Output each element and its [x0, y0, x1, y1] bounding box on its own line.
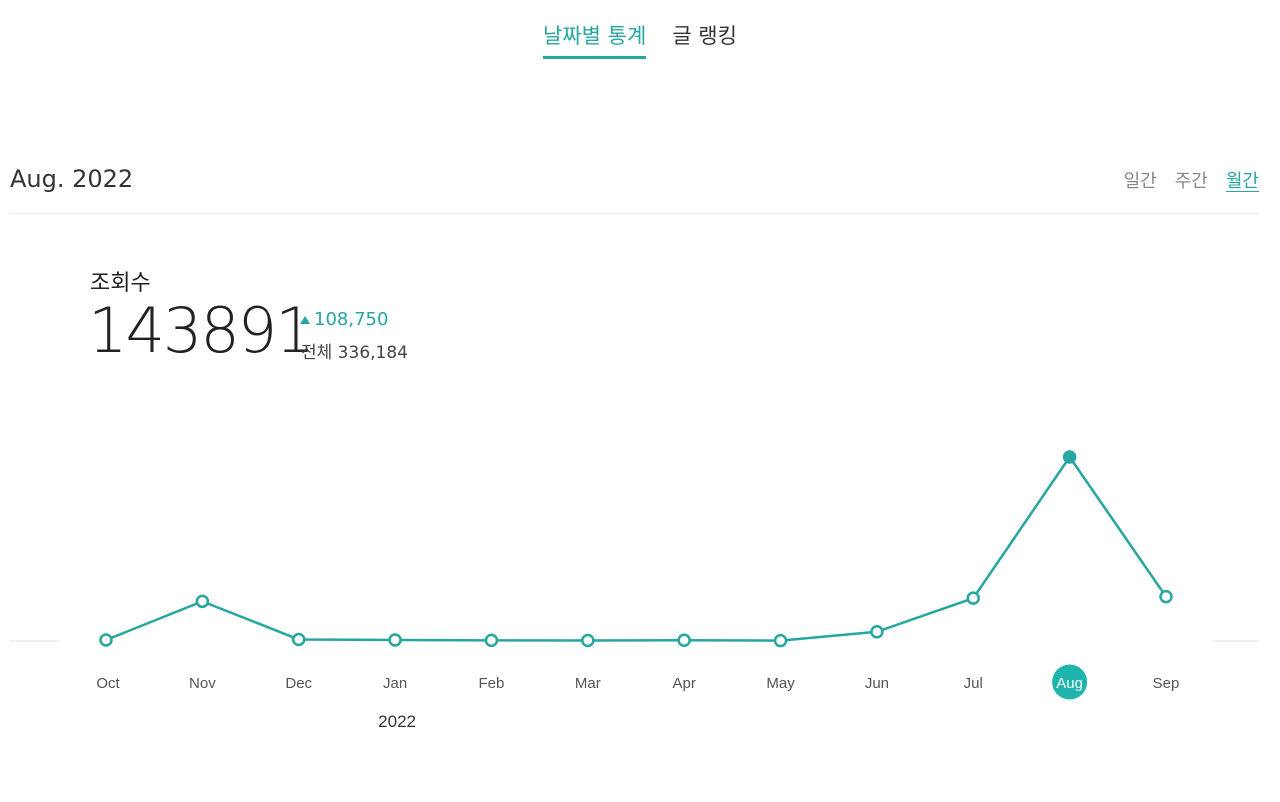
- metric-total: 전체 336,184: [301, 343, 408, 363]
- data-point-may[interactable]: [773, 633, 788, 648]
- data-point-oct[interactable]: [99, 633, 113, 647]
- tab-daily-stats[interactable]: 날짜별 통계: [543, 20, 647, 59]
- metric-change-value: 108,750: [314, 309, 389, 330]
- data-point-jun[interactable]: [870, 625, 884, 639]
- x-tick-mar[interactable]: Mar: [575, 675, 601, 692]
- period-tabs: 일간 주간 월간: [1124, 167, 1259, 193]
- period-tab-monthly[interactable]: 월간: [1225, 171, 1259, 192]
- data-point-aug[interactable]: [1062, 450, 1077, 464]
- data-point-jul[interactable]: [966, 591, 981, 605]
- x-tick-feb[interactable]: Feb: [479, 675, 505, 692]
- x-tick-oct[interactable]: Oct: [96, 675, 120, 692]
- year-label: 2022: [378, 712, 416, 731]
- x-tick-jul[interactable]: Jul: [964, 675, 983, 692]
- data-point-sep[interactable]: [1159, 589, 1173, 604]
- metric-change: 108,750: [300, 309, 388, 330]
- triangle-up-icon: [300, 315, 310, 324]
- tab-post-ranking[interactable]: 글 랭킹: [672, 24, 737, 48]
- metric-label: 조회수: [90, 271, 151, 296]
- x-tick-aug[interactable]: Aug: [1056, 675, 1083, 692]
- x-tick-sep[interactable]: Sep: [1153, 675, 1180, 692]
- metric-value: 143891: [88, 294, 315, 367]
- top-tab-bar: 날짜별 통계 글 랭킹: [0, 20, 1280, 59]
- data-point-mar[interactable]: [581, 633, 595, 648]
- series-line: [105, 455, 1168, 642]
- x-tick-jan[interactable]: Jan: [383, 675, 407, 692]
- period-tab-daily[interactable]: 일간: [1123, 171, 1157, 192]
- data-point-feb[interactable]: [484, 633, 499, 648]
- x-tick-dec[interactable]: Dec: [285, 675, 312, 692]
- period-tab-weekly[interactable]: 주간: [1174, 171, 1208, 192]
- data-point-jan[interactable]: [388, 633, 402, 647]
- data-point-dec[interactable]: [291, 632, 306, 647]
- x-tick-may[interactable]: May: [766, 675, 795, 692]
- selected-month-badge[interactable]: [1052, 664, 1088, 700]
- data-point-nov[interactable]: [195, 594, 210, 609]
- period-title: Aug. 2022: [10, 165, 134, 193]
- x-tick-nov[interactable]: Nov: [189, 675, 216, 692]
- x-tick-jun[interactable]: Jun: [865, 675, 889, 692]
- period-header: Aug. 2022 일간 주간 월간: [10, 163, 1259, 214]
- data-point-apr[interactable]: [677, 633, 691, 647]
- x-tick-apr[interactable]: Apr: [673, 675, 696, 692]
